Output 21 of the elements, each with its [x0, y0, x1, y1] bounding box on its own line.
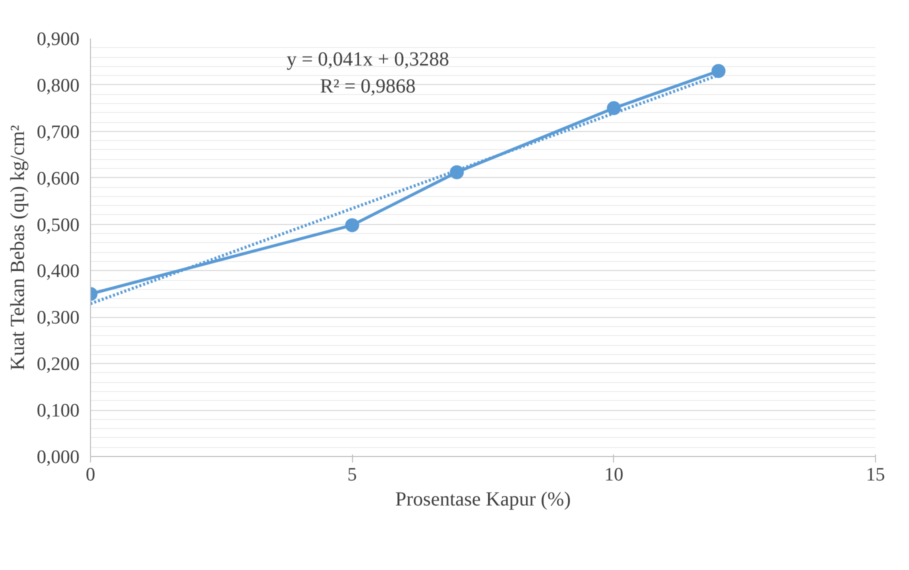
- annotation: y = 0,041x + 0,3288: [286, 48, 450, 70]
- y-tick-label: 0,200: [36, 354, 80, 376]
- y-tick-label: 0,300: [36, 308, 80, 329]
- y-tick-label: 0,100: [36, 400, 80, 422]
- x-tick-label: 0: [86, 464, 96, 486]
- y-tick-label: 0,700: [36, 122, 80, 143]
- y-tick-label: 0,400: [36, 261, 80, 282]
- y-tick-label: 0,000: [36, 447, 80, 468]
- y-axis-title: Kuat Tekan Bebas (qu) kg/cm²: [6, 125, 29, 370]
- x-axis-title: Prosentase Kapur (%): [395, 488, 571, 510]
- y-tick-label: 0,600: [36, 168, 80, 190]
- x-tick-label: 15: [866, 464, 885, 486]
- annotation: R² = 0,9868: [320, 75, 416, 98]
- x-tick-label: 10: [604, 464, 624, 486]
- point: [345, 218, 360, 232]
- y-tick-label: 0,800: [36, 75, 80, 96]
- y-tick-label: 0,500: [36, 214, 80, 236]
- point: [606, 101, 621, 116]
- x-tick-label: 5: [347, 464, 357, 486]
- y-tick-label: 0,900: [36, 29, 80, 50]
- point: [712, 64, 726, 78]
